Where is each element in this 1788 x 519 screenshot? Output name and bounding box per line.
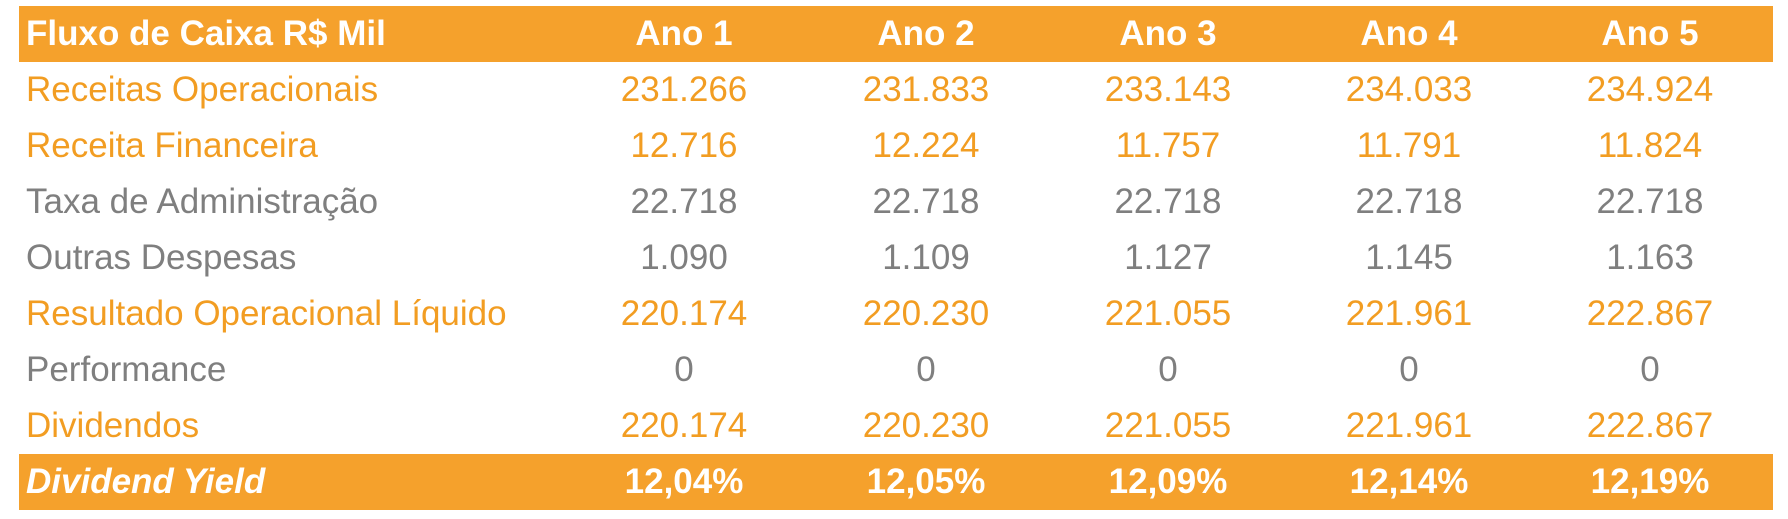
cell-value: 12.224 (872, 126, 980, 165)
cell-value: 1.109 (882, 238, 970, 277)
cell-value: 0 (1399, 350, 1419, 389)
cell-value: 0 (674, 350, 694, 389)
cell-value: 231.833 (862, 70, 990, 109)
cell-value: 222.867 (1586, 406, 1714, 445)
data-row: Dividendos 220.174 220.230 221.055 221.961 22… (19, 398, 1773, 454)
cell-value: 12,05% (866, 462, 986, 501)
cell-value: 221.961 (1345, 294, 1473, 333)
cell-value: 11.757 (1115, 126, 1221, 165)
cell-value: 0 (916, 350, 936, 389)
cell-value: 221.961 (1345, 406, 1473, 445)
cell-value: Ano 2 (877, 14, 975, 53)
cell-value: Ano 5 (1601, 14, 1699, 53)
cell-value: 234.033 (1345, 70, 1473, 109)
cell-value: 22.718 (1114, 182, 1222, 221)
row-label: Outras Despesas (26, 238, 297, 277)
cell-value: 22.718 (872, 182, 980, 221)
cell-value: 12,04% (624, 462, 744, 501)
row-label: Receitas Operacionais (26, 70, 379, 109)
cell-value: 11.791 (1356, 126, 1462, 165)
data-row: Resultado Operacional Líquido 220.174 220.… (19, 286, 1773, 342)
data-row: Performance 0 0 0 0 0 (19, 342, 1773, 398)
cell-value: Ano 1 (635, 14, 733, 53)
cell-value: 22.718 (1596, 182, 1704, 221)
cell-value: 1.163 (1606, 238, 1694, 277)
cell-value: 220.174 (620, 406, 748, 445)
cell-value: 12.716 (630, 126, 738, 165)
cell-value: 220.174 (620, 294, 748, 333)
cell-value: 220.230 (862, 406, 990, 445)
cell-value: Ano 4 (1360, 14, 1458, 53)
cell-value: 12,09% (1108, 462, 1228, 501)
data-row: Receitas Operacionais 231.266 231.833 233.1… (19, 62, 1773, 118)
cell-value: 231.266 (620, 70, 748, 109)
cell-value: 22.718 (1355, 182, 1463, 221)
data-row: Receita Financeira 12.716 12.224 11.757 11.7… (19, 118, 1773, 174)
cell-value: 220.230 (862, 294, 990, 333)
cell-value: 1.145 (1365, 238, 1453, 277)
row-label: Resultado Operacional Líquido (26, 294, 507, 333)
row-label: Performance (26, 350, 227, 389)
cell-value: 0 (1640, 350, 1660, 389)
cell-value: 234.924 (1586, 70, 1714, 109)
cell-value: 0 (1158, 350, 1178, 389)
row-label: Dividendos (26, 406, 200, 445)
footer-row: Dividend Yield 12,04% 12,05% 12,09% 12,14% 12… (19, 454, 1773, 510)
cell-value: 22.718 (630, 182, 738, 221)
cell-value: 1.090 (640, 238, 728, 277)
cash-flow-table: Fluxo de Caixa R$ Mil Ano 1 Ano 2 Ano 3 Ano … (19, 6, 1773, 510)
cell-value: 12,19% (1590, 462, 1710, 501)
cell-value: 222.867 (1586, 294, 1714, 333)
data-row: Outras Despesas 1.090 1.109 1.127 1.145 1.163 (19, 230, 1773, 286)
cell-value: 233.143 (1104, 70, 1232, 109)
row-label: Dividend Yield (26, 462, 266, 501)
row-label: Fluxo de Caixa R$ Mil (26, 14, 386, 53)
data-row: Taxa de Administração 22.718 22.718 22.718 2… (19, 174, 1773, 230)
cell-value: 221.055 (1104, 406, 1232, 445)
cell-value: 11.824 (1597, 126, 1703, 165)
cell-value: Ano 3 (1119, 14, 1217, 53)
cell-value: 1.127 (1124, 238, 1212, 277)
row-label: Taxa de Administração (26, 182, 379, 221)
cell-value: 221.055 (1104, 294, 1232, 333)
cell-value: 12,14% (1349, 462, 1469, 501)
row-label: Receita Financeira (26, 126, 318, 165)
header-row: Fluxo de Caixa R$ Mil Ano 1 Ano 2 Ano 3 Ano … (19, 6, 1773, 62)
